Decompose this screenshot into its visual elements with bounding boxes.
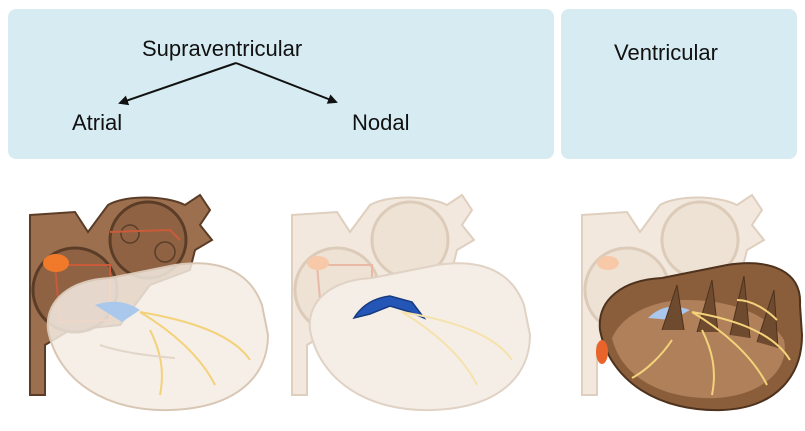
supraventricular-label: Supraventricular — [142, 36, 303, 61]
arrow-to-atrial — [118, 62, 237, 106]
heart-nodal — [291, 193, 532, 412]
nodal-label: Nodal — [352, 110, 410, 135]
ventricular-label: Ventricular — [614, 40, 718, 65]
ventricular-panel — [561, 9, 797, 159]
atrial-label: Atrial — [72, 110, 123, 135]
heart-ventricular — [581, 193, 804, 412]
supraventricular-panel — [8, 9, 554, 159]
heart-atrial — [29, 193, 270, 412]
arrow-to-nodal — [235, 62, 338, 104]
